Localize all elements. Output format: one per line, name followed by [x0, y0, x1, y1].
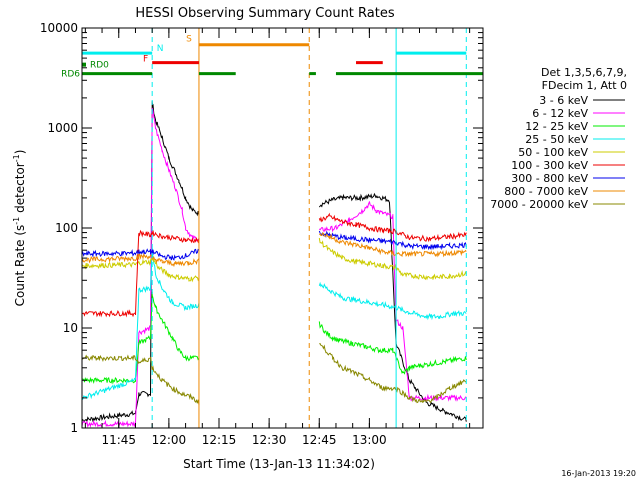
- legend-label-7: 800 - 7000 keV: [504, 185, 588, 198]
- y-tick-label-0: 1: [70, 421, 78, 435]
- y-axis-label-end: ): [13, 150, 27, 155]
- series-line-3: [81, 248, 467, 401]
- series-line-4: [81, 237, 467, 283]
- series-line-7: [81, 232, 467, 268]
- flag-label-n: N: [157, 44, 164, 54]
- series-line-6: [81, 230, 467, 261]
- y-axis-label-mid: detector: [13, 162, 27, 217]
- timestamp: 16-Jan-2013 19:20: [561, 469, 636, 478]
- markers-layer: [151, 28, 467, 428]
- series-line-8: [81, 342, 467, 405]
- legend-label-4: 50 - 100 keV: [518, 146, 588, 159]
- legend-label-3: 25 - 50 keV: [525, 133, 588, 146]
- flags-layer: RD0 RD6 F S N: [61, 35, 483, 80]
- x-tick-label-2: 12:15: [202, 433, 237, 447]
- flag-label-f: F: [143, 55, 148, 65]
- y-tick-label-2: 100: [55, 221, 78, 235]
- flag-label-rd0: RD0: [90, 61, 109, 71]
- legend-label-1: 6 - 12 keV: [532, 107, 588, 120]
- flag-label-s: S: [186, 35, 192, 45]
- y-axis-label: Count Rate (s-1 detector-1): [12, 150, 27, 307]
- legend-label-5: 100 - 300 keV: [511, 159, 588, 172]
- y-tick-label-1: 10: [63, 321, 78, 335]
- series-line-2: [81, 291, 467, 385]
- x-tick-label-1: 12:00: [152, 433, 187, 447]
- x-tick-label-4: 12:45: [302, 433, 337, 447]
- axes-layer: 11:45 12:00 12:15 12:30 12:45 13:00 1 10 100 1000…: [40, 21, 483, 447]
- legend-label-2: 12 - 25 keV: [525, 120, 588, 133]
- x-tick-label-3: 12:30: [252, 433, 287, 447]
- series-line-0: [81, 101, 467, 424]
- legend-header-2: FDecim 1, Att 0: [542, 79, 627, 92]
- x-axis-label: Start Time (13-Jan-13 11:34:02): [183, 457, 375, 471]
- legend-label-0: 3 - 6 keV: [539, 94, 588, 107]
- legend-label-8: 7000 - 20000 keV: [490, 198, 588, 211]
- series-layer: [81, 101, 467, 428]
- series-line-5: [81, 212, 467, 318]
- y-axis-label-exp1: -1: [12, 217, 21, 225]
- x-tick-label-5: 13:00: [352, 433, 387, 447]
- flag-label-rd6: RD6: [61, 70, 80, 80]
- y-tick-label-4: 10000: [40, 21, 78, 35]
- chart-title: HESSI Observing Summary Count Rates: [135, 6, 394, 21]
- y-axis-label-exp2: -1: [12, 154, 21, 162]
- legend-header-1: Det 1,3,5,6,7,9,: [541, 66, 627, 79]
- x-tick-label-0: 11:45: [101, 433, 136, 447]
- y-tick-label-3: 1000: [47, 121, 78, 135]
- flag-rd0-marker: [82, 62, 86, 67]
- legend-label-6: 300 - 800 keV: [511, 172, 588, 185]
- y-axis-label-main: Count Rate (s: [13, 225, 27, 307]
